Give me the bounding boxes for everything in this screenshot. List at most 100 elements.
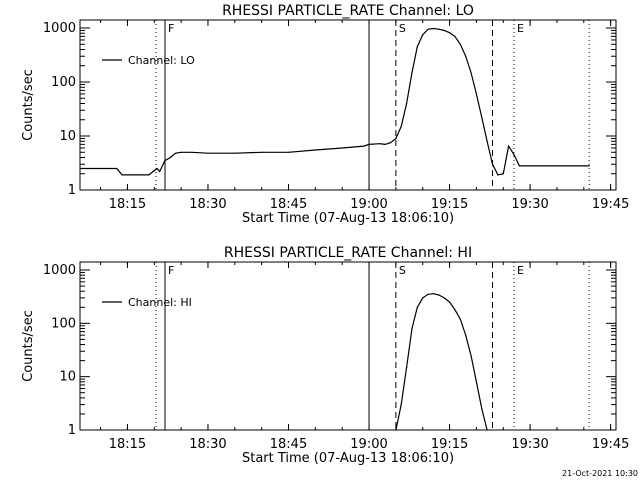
data-point-0-0-45 xyxy=(518,165,521,167)
data-point-0-0-22 xyxy=(395,137,397,140)
data-point-0-0-49 xyxy=(561,165,563,167)
y-tick-label-1-1: 10 xyxy=(59,370,76,385)
data-point-0-0-50 xyxy=(572,165,574,167)
y-tick-label-0-1: 10 xyxy=(59,129,76,144)
data-point-1-0-10 xyxy=(449,301,451,303)
y-tick-label-1-2: 100 xyxy=(51,316,76,331)
timestamp-label: 21-Oct-2021 10:30 xyxy=(562,469,638,478)
plot-frame-0 xyxy=(79,19,617,191)
data-point-0-0-29 xyxy=(432,27,435,30)
data-point-0-0-23 xyxy=(400,125,402,128)
marker-label-1-1: F xyxy=(168,264,174,277)
data-point-0-0-42 xyxy=(502,173,504,175)
data-point-1-0-11 xyxy=(454,309,456,311)
data-point-0-0-37 xyxy=(475,93,477,95)
data-point-0-0-25 xyxy=(411,71,413,74)
x-tick-label-1-2: 18:45 xyxy=(270,437,307,452)
data-point-0-0-4 xyxy=(156,167,158,170)
data-point-1-0-5 xyxy=(422,297,424,299)
marker-label-0-1: F xyxy=(168,22,174,35)
x-tick-label-1-3: 19:00 xyxy=(350,437,387,452)
data-point-0-0-12 xyxy=(234,152,236,154)
data-point-0-0-43 xyxy=(508,145,510,147)
data-point-0-0-20 xyxy=(384,143,386,145)
data-point-1-0-3 xyxy=(411,327,413,330)
data-point-0-0-28 xyxy=(427,28,429,30)
x-tick-label-0-2: 18:45 xyxy=(270,197,307,212)
x-tick-label-1-4: 19:15 xyxy=(431,437,468,452)
plot-frame-1 xyxy=(79,261,617,431)
marker-label-0-3: S xyxy=(399,22,406,35)
x-tick-label-0-0: 18:15 xyxy=(109,197,146,212)
chart-title-1: RHESSI PARTICLE_RATE Channel: HI xyxy=(224,245,472,261)
data-point-0-0-16 xyxy=(341,147,343,149)
data-point-1-0-17 xyxy=(486,429,488,431)
data-point-0-0-6 xyxy=(164,160,166,162)
data-point-0-0-1 xyxy=(116,167,118,170)
data-point-1-0-4 xyxy=(416,306,418,308)
data-point-0-0-14 xyxy=(287,151,290,153)
data-point-1-0-16 xyxy=(481,408,483,410)
x-axis-label-1: Start Time (07-Aug-13 18:06:10) xyxy=(242,451,454,466)
marker-label-1-3: S xyxy=(399,264,406,277)
data-point-0-0-44 xyxy=(513,154,515,156)
data-point-1-0-12 xyxy=(459,318,461,320)
legend-label-0: Channel: LO xyxy=(128,54,195,67)
data-point-0-0-52 xyxy=(588,165,590,167)
data-point-1-0-6 xyxy=(427,293,429,295)
x-tick-label-1-6: 19:45 xyxy=(592,437,629,452)
marker-label-0-5: E xyxy=(517,22,524,35)
data-point-1-0-9 xyxy=(443,297,445,299)
data-point-0-0-7 xyxy=(169,156,171,159)
data-point-0-0-24 xyxy=(406,102,408,105)
legend-label-1: Channel: HI xyxy=(128,296,192,309)
data-point-1-0-7 xyxy=(432,293,435,295)
data-point-0-0-15 xyxy=(314,149,316,151)
data-point-1-0-15 xyxy=(475,381,477,383)
data-point-0-0-51 xyxy=(583,165,585,167)
data-point-0-0-19 xyxy=(379,143,381,145)
data-point-0-0-18 xyxy=(368,143,370,145)
y-tick-label-1-3: 1000 xyxy=(43,263,76,278)
data-point-0-0-5 xyxy=(159,170,161,173)
x-tick-label-1-1: 18:30 xyxy=(189,437,226,452)
data-point-0-0-8 xyxy=(175,152,177,154)
data-point-1-0-1 xyxy=(400,404,402,406)
data-point-1-0-0 xyxy=(395,429,397,431)
data-point-0-0-31 xyxy=(443,29,445,32)
data-point-0-0-30 xyxy=(438,28,440,30)
data-point-0-0-46 xyxy=(529,165,531,167)
data-point-1-0-8 xyxy=(438,294,440,296)
x-tick-label-0-3: 19:00 xyxy=(350,197,387,212)
data-point-0-0-0 xyxy=(79,167,81,170)
x-tick-label-1-0: 18:15 xyxy=(109,437,146,452)
y-tick-label-0-2: 100 xyxy=(51,75,76,90)
data-point-0-0-38 xyxy=(481,116,483,119)
x-tick-label-0-1: 18:30 xyxy=(189,197,226,212)
y-tick-label-0-0: 1 xyxy=(68,183,76,198)
data-point-0-0-27 xyxy=(422,34,424,36)
marker-label-1-5: E xyxy=(517,264,524,277)
x-tick-label-1-5: 19:30 xyxy=(511,437,548,452)
data-point-0-0-47 xyxy=(540,165,542,167)
data-point-0-0-9 xyxy=(180,151,182,153)
data-point-0-0-13 xyxy=(261,151,263,153)
data-point-0-0-17 xyxy=(363,145,365,147)
data-point-0-0-21 xyxy=(389,142,392,144)
data-point-0-0-35 xyxy=(465,55,467,57)
data-point-0-0-36 xyxy=(470,71,472,74)
data-point-0-0-41 xyxy=(497,174,499,176)
data-point-0-0-33 xyxy=(454,35,456,38)
x-axis-label-0: Start Time (07-Aug-13 18:06:10) xyxy=(242,211,454,226)
y-axis-label-0: Counts/sec xyxy=(21,69,36,141)
data-point-1-0-13 xyxy=(465,334,467,336)
data-point-0-0-10 xyxy=(191,151,193,153)
data-point-0-0-32 xyxy=(449,32,451,34)
y-tick-label-0-3: 1000 xyxy=(43,21,76,36)
x-tick-label-0-5: 19:30 xyxy=(511,197,548,212)
data-point-0-0-48 xyxy=(551,165,553,167)
data-point-0-0-26 xyxy=(416,46,418,48)
data-point-1-0-2 xyxy=(406,366,408,368)
data-point-0-0-39 xyxy=(486,140,488,142)
